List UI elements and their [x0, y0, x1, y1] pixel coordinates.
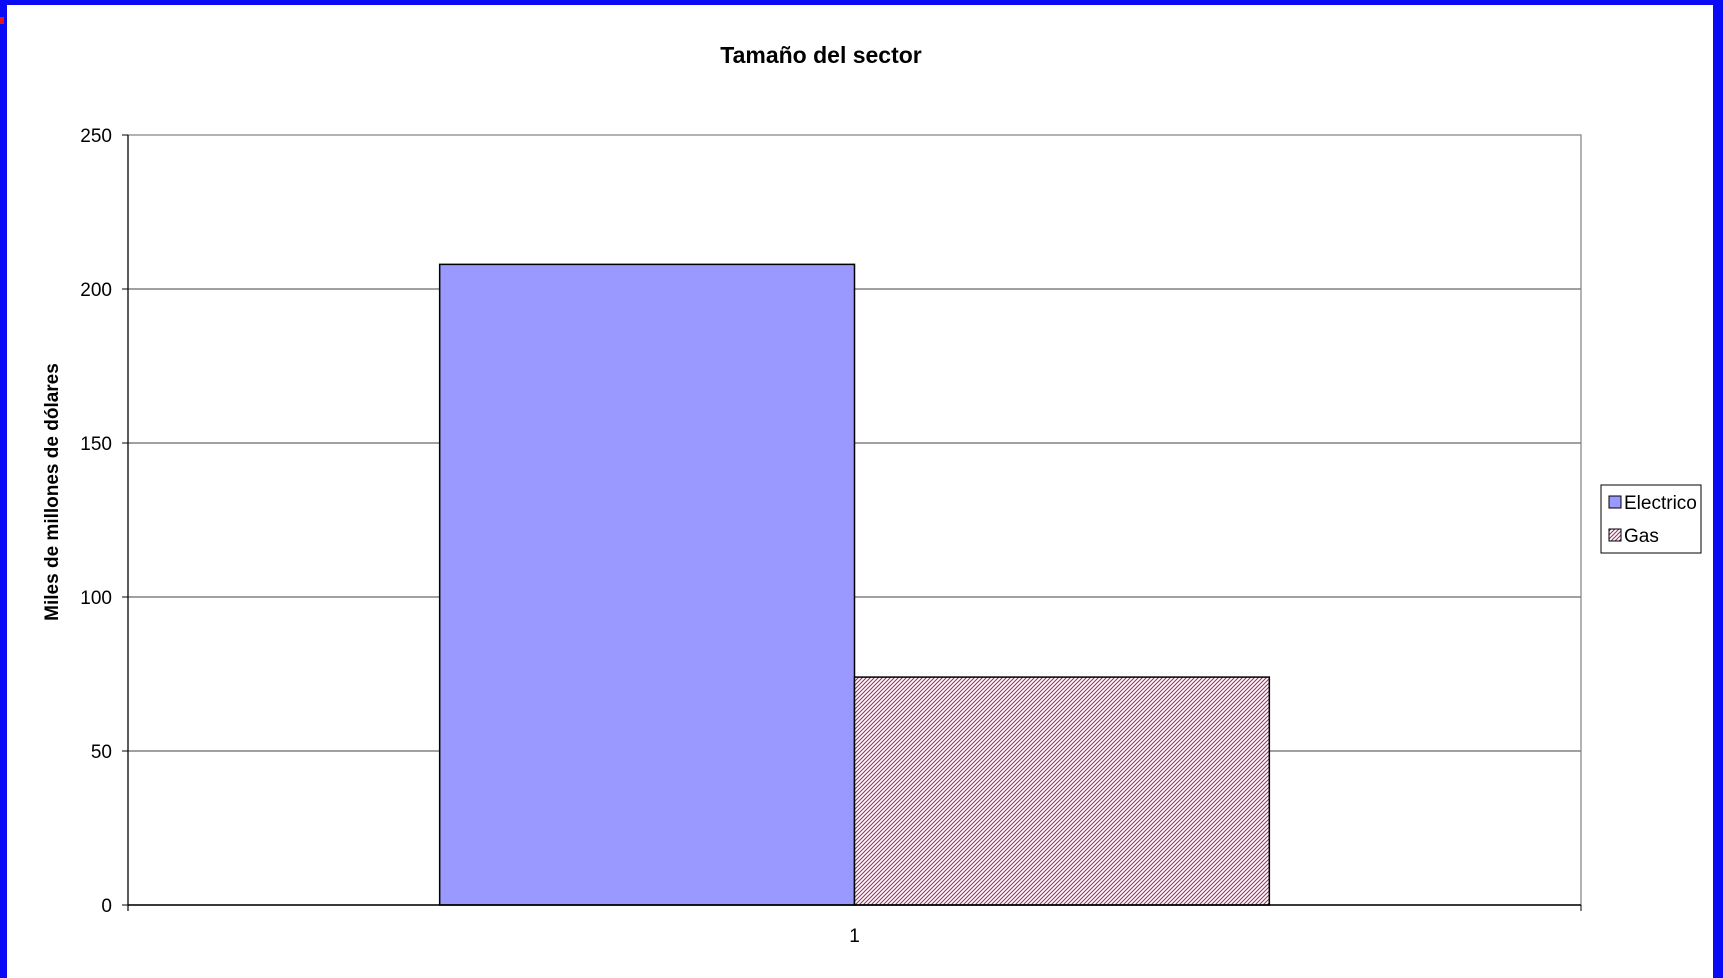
legend: Electrico Gas	[1600, 484, 1702, 554]
bars	[438, 263, 1271, 906]
bar-electrico	[438, 263, 856, 906]
legend-label-electrico: Electrico	[1624, 493, 1697, 514]
y-tick-labels: 0 50 100 150 200 250	[80, 126, 112, 917]
y-tick-label: 200	[80, 280, 112, 301]
y-tick-label: 0	[101, 896, 112, 917]
x-tick-labels: 1	[849, 926, 860, 947]
y-tick-label: 100	[80, 588, 112, 609]
legend-swatch-gas	[1608, 528, 1622, 542]
bar-gas	[853, 676, 1271, 906]
legend-swatch-electrico	[1608, 495, 1622, 509]
chart-title: Tamaño del sector	[720, 42, 922, 68]
y-tick-label: 50	[91, 742, 112, 763]
y-tick-label: 250	[80, 126, 112, 147]
axes	[122, 134, 1582, 911]
x-tick-label: 1	[849, 926, 860, 947]
corner-mark	[0, 17, 4, 24]
y-tick-label: 150	[80, 434, 112, 455]
y-axis-title: Miles de millones de dólares	[42, 363, 63, 621]
legend-label-gas: Gas	[1624, 526, 1659, 547]
